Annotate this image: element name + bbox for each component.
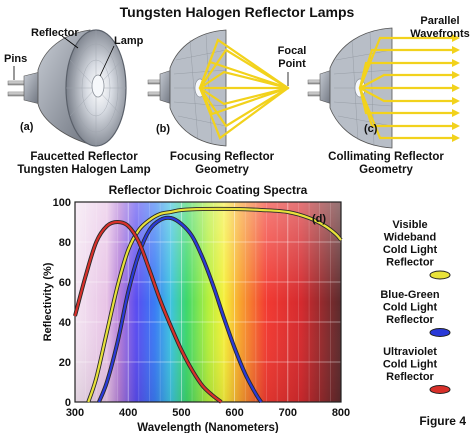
panel-c-letter: (c)	[364, 123, 378, 135]
plot-frame	[74, 201, 342, 403]
lamp-pin-top	[7, 80, 27, 86]
y-tick-label: 80	[59, 237, 71, 249]
x-axis-label: Wavelength (Nanometers)	[137, 422, 279, 433]
panel-c-collimating-illustration	[307, 27, 460, 149]
lamp-pin-bottom	[7, 91, 27, 97]
label-parallel-line2: Wavefronts	[410, 28, 470, 40]
panel-a-caption-line1: Faucetted Reflector	[30, 151, 138, 163]
wavefront-arrowheads	[452, 34, 460, 142]
panel-a-lamp-illustration	[7, 29, 127, 147]
label-focal-line1: Focal	[278, 45, 307, 57]
x-tick-label: 800	[332, 407, 350, 419]
y-tick-label: 40	[59, 317, 71, 329]
label-reflector: Reflector	[31, 27, 79, 39]
legend-label-line: Reflector	[386, 371, 434, 383]
legend-label-line: Reflector	[386, 314, 434, 326]
panel-b-letter: (b)	[156, 123, 170, 135]
y-tick-label: 100	[53, 197, 71, 209]
figure-title: Tungsten Halogen Reflector Lamps	[120, 4, 355, 20]
label-parallel-line1: Parallel	[420, 15, 459, 27]
series-line-0	[87, 207, 342, 403]
legend-label-line: Ultraviolet	[383, 346, 437, 358]
focusing-light-rays	[198, 38, 290, 140]
legend-swatch-1	[429, 328, 451, 337]
panel-a-caption-line2: Tungsten Halogen Lamp	[17, 164, 150, 176]
spectra-chart: 300 400 500 600 700 800 0 20 40 60 80 100	[53, 197, 351, 419]
panel-c-caption-line1: Collimating Reflector	[328, 151, 444, 163]
legend-label-line: Reflector	[386, 257, 434, 269]
y-tick-label: 60	[59, 277, 71, 289]
legend-label-line: Cold Light	[383, 244, 438, 256]
halogen-capsule	[91, 74, 105, 98]
x-tick-labels: 300 400 500 600 700 800	[66, 407, 350, 419]
x-tick-label: 300	[66, 407, 84, 419]
series-line-2	[73, 220, 222, 403]
panel-d-letter: (d)	[312, 213, 326, 225]
figure-label: Figure 4	[419, 414, 466, 428]
legend-swatch-2	[429, 385, 451, 394]
panel-b-caption-line1: Focusing Reflector	[170, 151, 275, 163]
label-focal-line2: Point	[278, 58, 306, 70]
label-lamp: Lamp	[114, 35, 144, 47]
panel-c-caption-line2: Geometry	[359, 164, 413, 176]
series-layer	[73, 206, 343, 404]
legend-label-line: Cold Light	[383, 359, 438, 371]
series-line-1	[97, 216, 263, 403]
panel-a-letter: (a)	[20, 121, 34, 133]
legend-label-line: Cold Light	[383, 302, 438, 314]
y-axis-label: Reflectivity (%)	[42, 262, 54, 341]
y-tick-label: 0	[65, 397, 71, 409]
x-tick-label: 400	[119, 407, 137, 419]
collimated-light-rays	[358, 36, 454, 140]
leader-lamp	[99, 45, 115, 77]
label-pins: Pins	[4, 53, 27, 65]
panel-b-focusing-illustration	[147, 29, 290, 147]
legend-label-line: Wideband	[384, 232, 436, 244]
leader-reflector	[61, 35, 79, 49]
legend-label-line: Visible	[392, 219, 427, 231]
x-tick-label: 700	[279, 407, 297, 419]
x-tick-label: 600	[225, 407, 243, 419]
legend-swatch-0	[429, 270, 451, 280]
panel-b-caption-line2: Geometry	[195, 164, 249, 176]
legend-label-line: Blue-Green	[380, 289, 440, 301]
chart-title: Reflector Dichroic Coating Spectra	[109, 183, 308, 197]
y-tick-label: 20	[59, 357, 71, 369]
x-tick-label: 500	[172, 407, 190, 419]
y-tick-labels: 0 20 40 60 80 100	[53, 197, 71, 409]
